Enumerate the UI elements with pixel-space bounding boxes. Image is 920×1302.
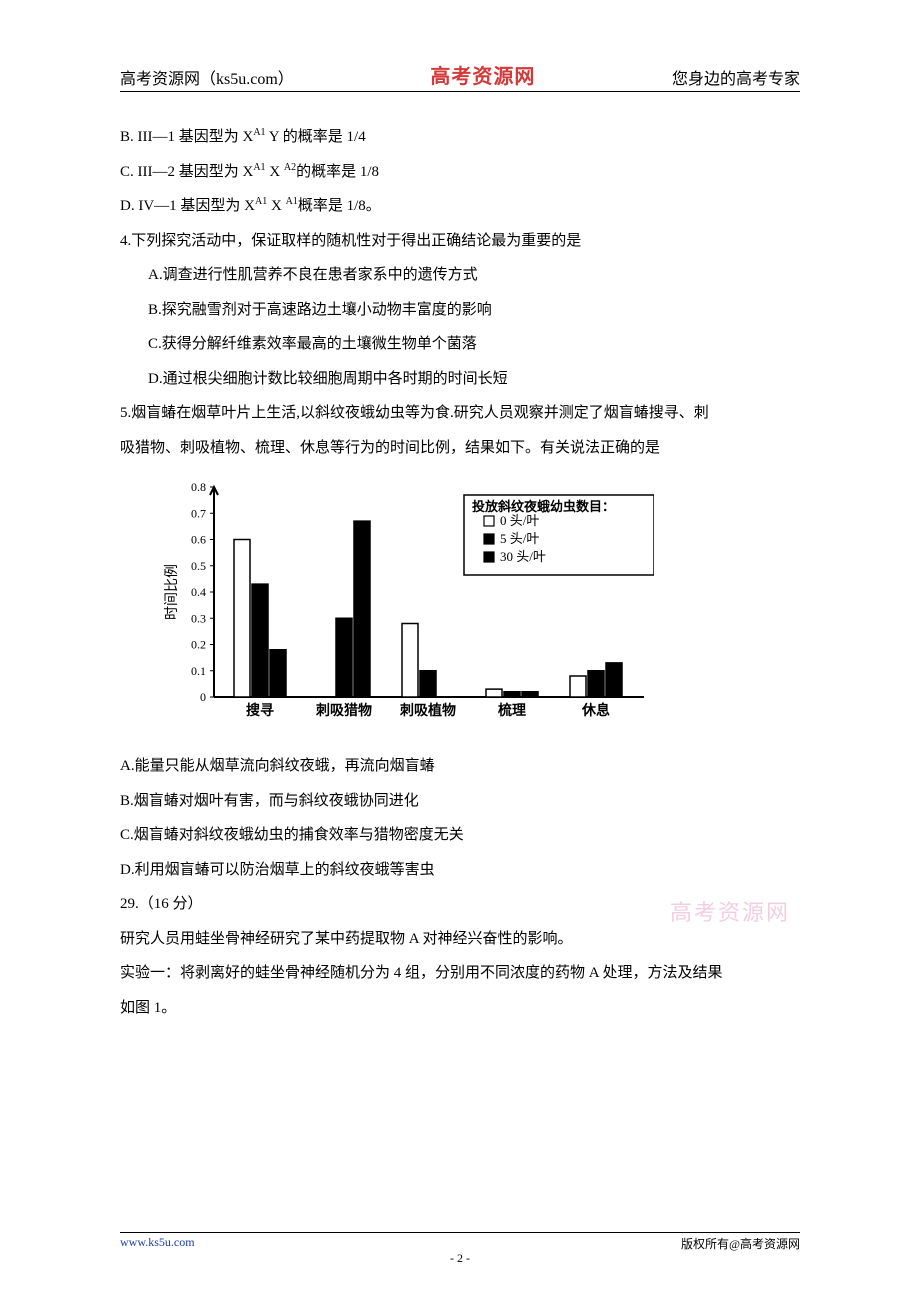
- q29-line-c: 如图 1。: [120, 991, 800, 1026]
- q4-option-d: D.通过根尖细胞计数比较细胞周期中各时期的时间长短: [120, 362, 800, 397]
- header-center-logo: 高考资源网: [430, 60, 535, 89]
- footer-left: www.ks5u.com: [120, 1235, 195, 1252]
- svg-text:5 头/叶: 5 头/叶: [500, 531, 539, 546]
- q4-option-c: C.获得分解纤维素效率最高的土壤微生物单个菌落: [120, 327, 800, 362]
- svg-text:0: 0: [200, 690, 206, 704]
- page-header: 高考资源网（ks5u.com） 高考资源网 您身边的高考专家: [120, 60, 800, 92]
- svg-text:0.3: 0.3: [191, 611, 206, 625]
- option-c: C. III—2 基因型为 XA1 X A2的概率是 1/8: [120, 155, 800, 190]
- svg-text:投放斜纹夜蛾幼虫数目：: 投放斜纹夜蛾幼虫数目：: [472, 499, 615, 514]
- question-5-line2: 吸猎物、刺吸植物、梳理、休息等行为的时间比例，结果如下。有关说法正确的是: [120, 431, 800, 466]
- svg-text:0.8: 0.8: [191, 480, 206, 494]
- q29-line-a: 研究人员用蛙坐骨神经研究了某中药提取物 A 对神经兴奋性的影响。: [120, 922, 800, 957]
- question-5-line1: 5.烟盲蝽在烟草叶片上生活,以斜纹夜蛾幼虫等为食.研究人员观察并测定了烟盲蝽搜寻…: [120, 396, 800, 431]
- svg-text:梳理: 梳理: [498, 702, 526, 719]
- text: 的概率是 1/8: [296, 164, 379, 180]
- svg-text:0.7: 0.7: [191, 506, 206, 520]
- q5-option-d: D.利用烟盲蝽可以防治烟草上的斜纹夜蛾等害虫: [120, 853, 800, 888]
- svg-text:0 头/叶: 0 头/叶: [500, 513, 539, 528]
- svg-text:0.6: 0.6: [191, 533, 206, 547]
- text: X: [267, 198, 285, 214]
- page-footer: www.ks5u.com 版权所有@高考资源网: [120, 1232, 800, 1252]
- svg-text:0.4: 0.4: [191, 585, 206, 599]
- svg-text:刺吸植物: 刺吸植物: [400, 702, 456, 719]
- header-left: 高考资源网（ks5u.com）: [120, 65, 294, 89]
- text: C. III—2 基因型为 X: [120, 164, 253, 180]
- superscript: A1: [286, 196, 298, 207]
- superscript: A2: [284, 162, 296, 173]
- svg-text:休息: 休息: [581, 702, 610, 719]
- text: Y 的概率是 1/4: [266, 129, 366, 145]
- text: B. III—1 基因型为 X: [120, 129, 253, 145]
- superscript: A1: [255, 196, 267, 207]
- page-number: - 2 -: [0, 1251, 920, 1266]
- text: 概率是 1/8。: [298, 198, 381, 214]
- text: X: [266, 164, 284, 180]
- document-body: B. III—1 基因型为 XA1 Y 的概率是 1/4 C. III—2 基因…: [120, 120, 800, 1025]
- q5-option-c: C.烟盲蝽对斜纹夜蛾幼虫的捕食效率与猎物密度无关: [120, 818, 800, 853]
- question-29: 29.（16 分）: [120, 887, 800, 922]
- header-right: 您身边的高考专家: [672, 65, 800, 89]
- svg-text:搜寻: 搜寻: [246, 702, 274, 719]
- footer-right: 版权所有@高考资源网: [681, 1235, 800, 1252]
- svg-text:0.5: 0.5: [191, 559, 206, 573]
- svg-text:时间比例: 时间比例: [164, 564, 180, 620]
- text: D. IV—1 基因型为 X: [120, 198, 255, 214]
- superscript: A1: [253, 162, 265, 173]
- chart-svg: 0 0.1 0.2 0.3 0.4 0.5 0.6 0.7 0.8 时间比例搜寻 刺吸猎物 刺吸植物 梳…: [154, 477, 654, 737]
- svg-text:0.2: 0.2: [191, 638, 206, 652]
- superscript: A1: [253, 127, 265, 138]
- svg-text:30 头/叶: 30 头/叶: [500, 549, 546, 564]
- bar-chart: 0 0.1 0.2 0.3 0.4 0.5 0.6 0.7 0.8 时间比例搜寻 刺吸猎物 刺吸植物 梳…: [154, 477, 800, 737]
- option-b: B. III—1 基因型为 XA1 Y 的概率是 1/4: [120, 120, 800, 155]
- svg-text:0.1: 0.1: [191, 664, 206, 678]
- question-4: 4.下列探究活动中，保证取样的随机性对于得出正确结论最为重要的是: [120, 224, 800, 259]
- q5-option-a: A.能量只能从烟草流向斜纹夜蛾，再流向烟盲蝽: [120, 749, 800, 784]
- q4-option-a: A.调查进行性肌营养不良在患者家系中的遗传方式: [120, 258, 800, 293]
- q4-option-b: B.探究融雪剂对于高速路边土壤小动物丰富度的影响: [120, 293, 800, 328]
- option-d: D. IV—1 基因型为 XA1 X A1概率是 1/8。: [120, 189, 800, 224]
- q5-option-b: B.烟盲蝽对烟叶有害，而与斜纹夜蛾协同进化: [120, 784, 800, 819]
- q29-line-b: 实验一：将剥离好的蛙坐骨神经随机分为 4 组，分别用不同浓度的药物 A 处理，方…: [120, 956, 800, 991]
- svg-text:刺吸猎物: 刺吸猎物: [316, 702, 372, 719]
